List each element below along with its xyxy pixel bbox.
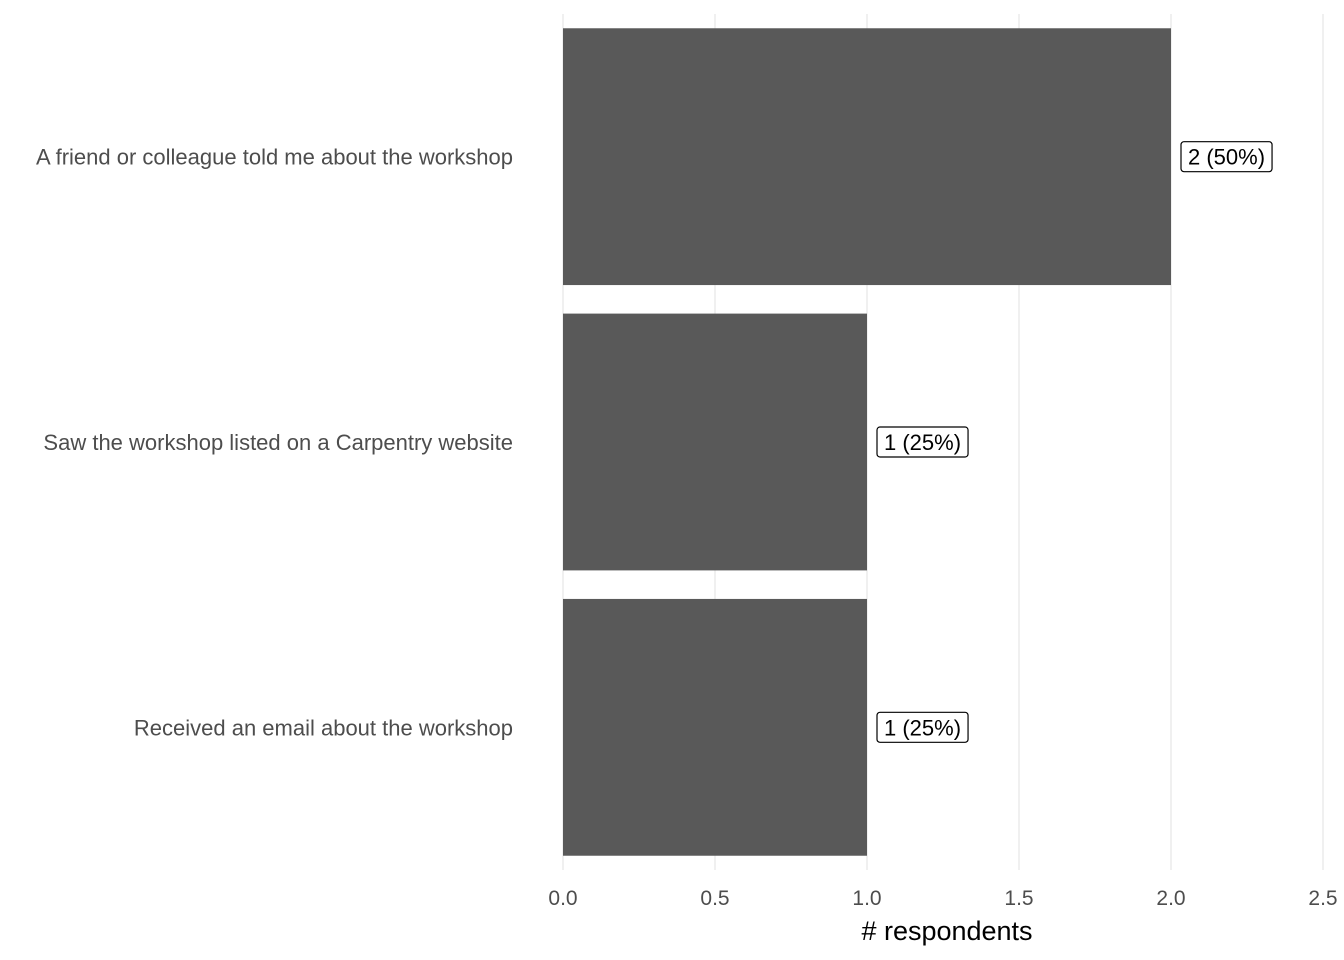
category-label: A friend or colleague told me about the …: [36, 145, 513, 170]
data-label-box: [876, 426, 969, 458]
x-tick-label: 2.5: [1308, 887, 1337, 910]
category-labels: A friend or colleague told me about the …: [36, 145, 513, 741]
category-label: Saw the workshop listed on a Carpentry w…: [43, 430, 513, 455]
x-tick-label: 0.5: [700, 887, 729, 910]
x-tick-label: 1.0: [852, 887, 881, 910]
data-label-box: [876, 711, 969, 743]
x-tick-label: 1.5: [1004, 887, 1033, 910]
data-label-box: [1180, 141, 1273, 173]
x-tick-label: 0.0: [548, 887, 577, 910]
x-tick-label: 2.0: [1156, 887, 1185, 910]
data-label: 1 (25%): [876, 711, 969, 743]
category-label: Received an email about the workshop: [134, 715, 513, 740]
data-label-text: 1 (25%): [884, 430, 961, 455]
data-label-text: 1 (25%): [884, 715, 961, 740]
data-labels: 2 (50%) 1 (25%) 1 (25%): [876, 141, 1273, 743]
bar: [563, 313, 867, 571]
x-tick-labels: 0.0 0.5 1.0 1.5 2.0 2.5: [548, 887, 1337, 910]
bar: [563, 598, 867, 856]
data-label: 1 (25%): [876, 426, 969, 458]
bar: [563, 28, 1171, 286]
x-axis-title: # respondents: [861, 916, 1032, 946]
data-label-text: 2 (50%): [1188, 145, 1265, 170]
data-label: 2 (50%): [1180, 141, 1273, 173]
bars: [563, 28, 1171, 856]
